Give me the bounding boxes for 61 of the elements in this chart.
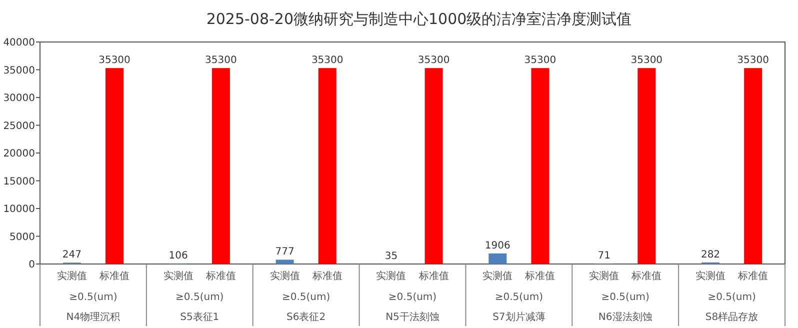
text: 实测值 bbox=[589, 271, 620, 282]
text: ≥0.5(um) bbox=[708, 292, 756, 303]
text: ≥0.5(um) bbox=[282, 292, 330, 303]
bar bbox=[276, 260, 294, 264]
text: 实测值 bbox=[376, 271, 406, 282]
data-label: 35300 bbox=[98, 55, 130, 66]
text: ≥0.5(um) bbox=[388, 292, 437, 303]
bar bbox=[744, 68, 762, 264]
text: 实测值 bbox=[270, 271, 300, 282]
bar bbox=[638, 68, 656, 264]
chart-title: 2025-08-20微纳研究与制造中心1000级的洁净室洁净度测试值 bbox=[206, 10, 632, 28]
x-tick-label: N6湿法刻蚀 bbox=[598, 311, 652, 323]
text: 实测值 bbox=[696, 271, 726, 282]
bar bbox=[488, 253, 507, 264]
series-label: 实测值 bbox=[56, 270, 87, 282]
text: 实测值 bbox=[163, 271, 194, 282]
y-tick-label: 20000 bbox=[3, 148, 35, 160]
text: 标准值 bbox=[206, 271, 236, 282]
x-tick-label: S8样品存放 bbox=[705, 311, 758, 323]
series-label: 标准值 bbox=[98, 270, 130, 282]
y-tick-label: 35000 bbox=[3, 65, 35, 76]
y-tick-label: 10000 bbox=[3, 204, 35, 215]
data-label: 35300 bbox=[630, 55, 663, 66]
data-label: 35 bbox=[384, 250, 398, 262]
text: 标准值 bbox=[525, 271, 556, 282]
text: ≥0.5(um) bbox=[69, 292, 118, 303]
x-tick-label: S5表征1 bbox=[180, 311, 220, 323]
bar bbox=[106, 68, 124, 264]
y-tick-label: 5000 bbox=[10, 232, 35, 243]
text: 标准值 bbox=[418, 271, 449, 282]
text: 实测值 bbox=[482, 271, 513, 282]
x-tick-label: N5干法刻蚀 bbox=[386, 311, 440, 323]
data-label: 35300 bbox=[524, 55, 556, 66]
text: ≥0.5(um) bbox=[494, 292, 544, 303]
y-tick-label: 30000 bbox=[3, 93, 35, 104]
text: 标准值 bbox=[738, 271, 768, 282]
data-label: 282 bbox=[700, 249, 720, 260]
data-label: 71 bbox=[598, 250, 610, 262]
data-label: 35300 bbox=[418, 55, 450, 66]
y-tick-label: 25000 bbox=[3, 120, 35, 132]
data-label: 247 bbox=[62, 250, 82, 261]
data-label: 1906 bbox=[484, 240, 510, 252]
text: 标准值 bbox=[312, 271, 342, 282]
x-tick-label: S6表征2 bbox=[286, 311, 326, 323]
y-tick-label: 15000 bbox=[3, 176, 35, 188]
text: ≥0.5(um) bbox=[176, 292, 224, 303]
y-tick-label: 0 bbox=[28, 260, 35, 270]
bar bbox=[424, 68, 443, 264]
data-label: 777 bbox=[275, 246, 294, 258]
text: ≥0.5(um) bbox=[601, 292, 650, 303]
x-tick-label: S7划片减薄 bbox=[492, 311, 546, 323]
data-label: 35300 bbox=[737, 55, 769, 66]
text: 标准值 bbox=[632, 271, 662, 282]
bar bbox=[531, 68, 550, 264]
data-label: 35300 bbox=[205, 55, 237, 66]
bar bbox=[318, 68, 336, 264]
x-tick-label: N4物理沉积 bbox=[66, 311, 120, 323]
data-label: 106 bbox=[168, 250, 188, 262]
bar bbox=[212, 68, 230, 264]
data-label: 35300 bbox=[311, 55, 344, 66]
y-tick-label: 40000 bbox=[3, 38, 35, 48]
